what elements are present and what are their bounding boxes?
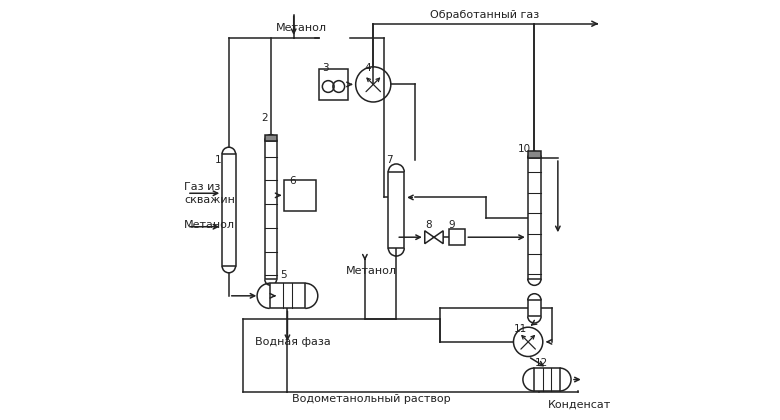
Text: 6: 6 xyxy=(289,176,296,186)
Text: 8: 8 xyxy=(426,220,432,230)
Text: 7: 7 xyxy=(386,155,392,165)
Bar xyxy=(265,135,277,141)
Polygon shape xyxy=(534,368,559,391)
Text: 5: 5 xyxy=(280,270,286,280)
Text: 10: 10 xyxy=(518,144,531,154)
Text: Метанол: Метанол xyxy=(184,220,235,230)
Polygon shape xyxy=(222,154,236,266)
Bar xyxy=(528,151,541,158)
Text: 1: 1 xyxy=(215,155,222,165)
Polygon shape xyxy=(425,231,443,244)
Text: Обработанный газ: Обработанный газ xyxy=(430,10,539,20)
Text: Газ из: Газ из xyxy=(184,182,221,192)
Text: 4: 4 xyxy=(364,63,371,73)
Bar xyxy=(448,229,466,245)
Text: 11: 11 xyxy=(514,324,527,334)
Bar xyxy=(319,69,348,100)
Text: 2: 2 xyxy=(261,113,268,123)
Polygon shape xyxy=(528,300,541,316)
Text: 3: 3 xyxy=(322,63,328,73)
Text: 12: 12 xyxy=(535,358,548,368)
Polygon shape xyxy=(270,283,305,308)
Text: 9: 9 xyxy=(448,220,456,230)
Text: Метанол: Метанол xyxy=(276,23,327,33)
Text: Конденсат: Конденсат xyxy=(548,400,612,410)
Text: Метанол: Метанол xyxy=(346,266,397,276)
Bar xyxy=(284,180,316,211)
Polygon shape xyxy=(528,158,541,278)
Polygon shape xyxy=(265,141,277,279)
Text: Водная фаза: Водная фаза xyxy=(255,337,331,347)
Text: скважин: скважин xyxy=(184,194,235,205)
Text: Водометанольный раствор: Водометанольный раствор xyxy=(292,394,450,404)
Polygon shape xyxy=(388,172,404,248)
